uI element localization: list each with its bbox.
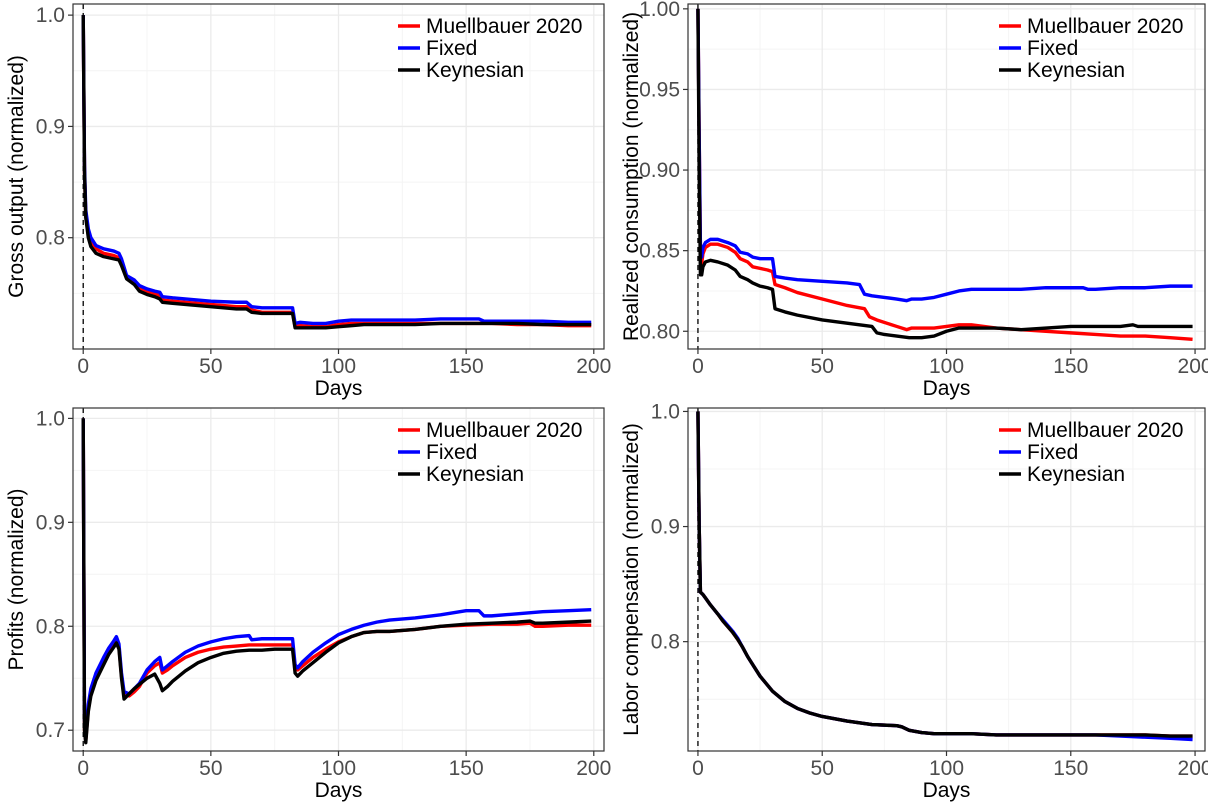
x-axis-title: Days <box>923 377 971 400</box>
y-tick-label: 0.95 <box>639 78 680 101</box>
series-line-black <box>81 418 592 745</box>
x-tick-label: 200 <box>576 355 611 378</box>
x-tick-label: 150 <box>1053 757 1088 780</box>
x-tick-label: 0 <box>692 757 704 780</box>
x-axis-title: Days <box>923 779 971 802</box>
chart-panel-2: 0 50 100 150 200 0.80 0.85 0.90 0.95 1.00 Days Real… <box>620 0 1208 400</box>
series-line-black <box>696 8 1193 340</box>
legend-label: Muellbauer 2020 <box>426 15 582 38</box>
legend-label: Fixed <box>426 441 477 464</box>
x-tick-label: 0 <box>692 355 704 378</box>
series-line-red <box>696 411 1193 738</box>
y-tick-label: 0.8 <box>651 631 680 654</box>
y-tick-label: 0.7 <box>36 719 65 742</box>
series-line-blue <box>81 418 592 738</box>
legend-label: Muellbauer 2020 <box>1027 419 1183 442</box>
y-tick-label: 0.9 <box>36 511 65 534</box>
x-tick-label: 0 <box>77 757 89 780</box>
x-tick-label: 100 <box>929 757 964 780</box>
x-tick-label: 50 <box>811 355 834 378</box>
legend-label: Keynesian <box>1027 463 1125 486</box>
y-axis-title: Gross output (normalized) <box>5 55 28 298</box>
y-tick-label: 0.85 <box>639 240 680 263</box>
x-tick-label: 150 <box>449 355 484 378</box>
legend-label: Keynesian <box>426 463 524 486</box>
series-line-blue <box>81 15 592 326</box>
y-tick-label: 1.0 <box>651 400 680 423</box>
y-tick-label: 0.90 <box>639 159 680 182</box>
legend-label: Fixed <box>1027 441 1078 464</box>
legend-label: Muellbauer 2020 <box>426 419 582 442</box>
x-tick-label: 50 <box>199 757 222 780</box>
y-tick-label: 0.80 <box>639 320 680 343</box>
y-tick-label: 1.0 <box>36 407 65 430</box>
y-tick-label: 0.9 <box>36 115 65 138</box>
chart-panel-3: 0 50 100 150 200 0.7 0.8 0.9 1.0 Days Profits (nor… <box>5 407 611 802</box>
chart-panel-4: 0 50 100 150 200 0.8 0.9 1.0 Days Labor compensat… <box>620 400 1208 802</box>
x-axis-title: Days <box>315 779 363 802</box>
x-tick-label: 50 <box>811 757 834 780</box>
x-tick-label: 0 <box>77 355 89 378</box>
x-tick-label: 150 <box>449 757 484 780</box>
x-tick-label: 150 <box>1053 355 1088 378</box>
y-axis-title: Profits (normalized) <box>5 488 28 670</box>
series-line-blue <box>696 8 1193 303</box>
x-tick-label: 200 <box>576 757 611 780</box>
series-line-black <box>696 411 1193 738</box>
x-axis-title: Days <box>315 377 363 400</box>
legend-label: Keynesian <box>426 59 524 82</box>
y-axis-title: Realized consumption (normalized) <box>620 12 643 341</box>
y-tick-label: 0.9 <box>651 516 680 539</box>
legend-label: Fixed <box>1027 37 1078 60</box>
x-tick-label: 100 <box>321 757 356 780</box>
x-tick-label: 50 <box>199 355 222 378</box>
chart-panel-1: 0 50 100 150 200 0.8 0.9 1.0 Days Gross output (n… <box>5 3 611 400</box>
x-tick-label: 200 <box>1178 757 1208 780</box>
y-tick-label: 1.00 <box>639 0 680 21</box>
legend-label: Fixed <box>426 37 477 60</box>
x-tick-label: 100 <box>321 355 356 378</box>
x-tick-label: 100 <box>929 355 964 378</box>
y-axis-title: Labor compensation (normalized) <box>620 423 643 736</box>
legend-label: Muellbauer 2020 <box>1027 15 1183 38</box>
legend-label: Keynesian <box>1027 59 1125 82</box>
y-tick-label: 0.8 <box>36 227 65 250</box>
y-tick-label: 1.0 <box>36 4 65 27</box>
series-line-black <box>81 15 592 330</box>
x-tick-label: 200 <box>1178 355 1208 378</box>
y-tick-label: 0.8 <box>36 615 65 638</box>
